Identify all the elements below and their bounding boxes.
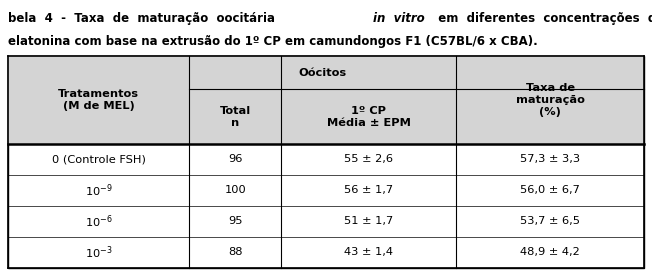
Text: em  diferentes  concentrações  de: em diferentes concentrações de xyxy=(430,12,652,25)
Text: $10^{-9}$: $10^{-9}$ xyxy=(85,182,113,199)
Text: Total
n: Total n xyxy=(220,106,251,128)
Text: Oócitos: Oócitos xyxy=(299,68,347,78)
Text: 55 ± 2,6: 55 ± 2,6 xyxy=(344,154,393,165)
Text: 95: 95 xyxy=(228,217,243,227)
Text: 56 ± 1,7: 56 ± 1,7 xyxy=(344,186,394,196)
Text: 100: 100 xyxy=(224,186,246,196)
Text: Tratamentos
(M de MEL): Tratamentos (M de MEL) xyxy=(58,89,139,111)
Text: 43 ± 1,4: 43 ± 1,4 xyxy=(344,248,393,258)
Text: $10^{-6}$: $10^{-6}$ xyxy=(85,213,113,230)
Text: 56,0 ± 6,7: 56,0 ± 6,7 xyxy=(520,186,580,196)
Text: bela  4  -  Taxa  de  maturação  oocitária: bela 4 - Taxa de maturação oocitária xyxy=(8,12,283,25)
Text: Taxa de
maturação
(%): Taxa de maturação (%) xyxy=(516,84,585,117)
Text: 0 (Controle FSH): 0 (Controle FSH) xyxy=(52,154,145,165)
Text: 48,9 ± 4,2: 48,9 ± 4,2 xyxy=(520,248,580,258)
Bar xyxy=(8,56,644,268)
Text: 51 ± 1,7: 51 ± 1,7 xyxy=(344,217,394,227)
Bar xyxy=(8,56,644,144)
Text: 88: 88 xyxy=(228,248,243,258)
Text: $10^{-3}$: $10^{-3}$ xyxy=(85,244,112,261)
Text: 1º CP
Média ± EPM: 1º CP Média ± EPM xyxy=(327,106,411,128)
Text: 57,3 ± 3,3: 57,3 ± 3,3 xyxy=(520,154,580,165)
Text: 96: 96 xyxy=(228,154,243,165)
Text: 53,7 ± 6,5: 53,7 ± 6,5 xyxy=(520,217,580,227)
Text: in  vitro: in vitro xyxy=(373,12,424,25)
Text: elatonina com base na extrusão do 1º CP em camundongos F1 (C57BL/6 x CBA).: elatonina com base na extrusão do 1º CP … xyxy=(8,36,538,48)
